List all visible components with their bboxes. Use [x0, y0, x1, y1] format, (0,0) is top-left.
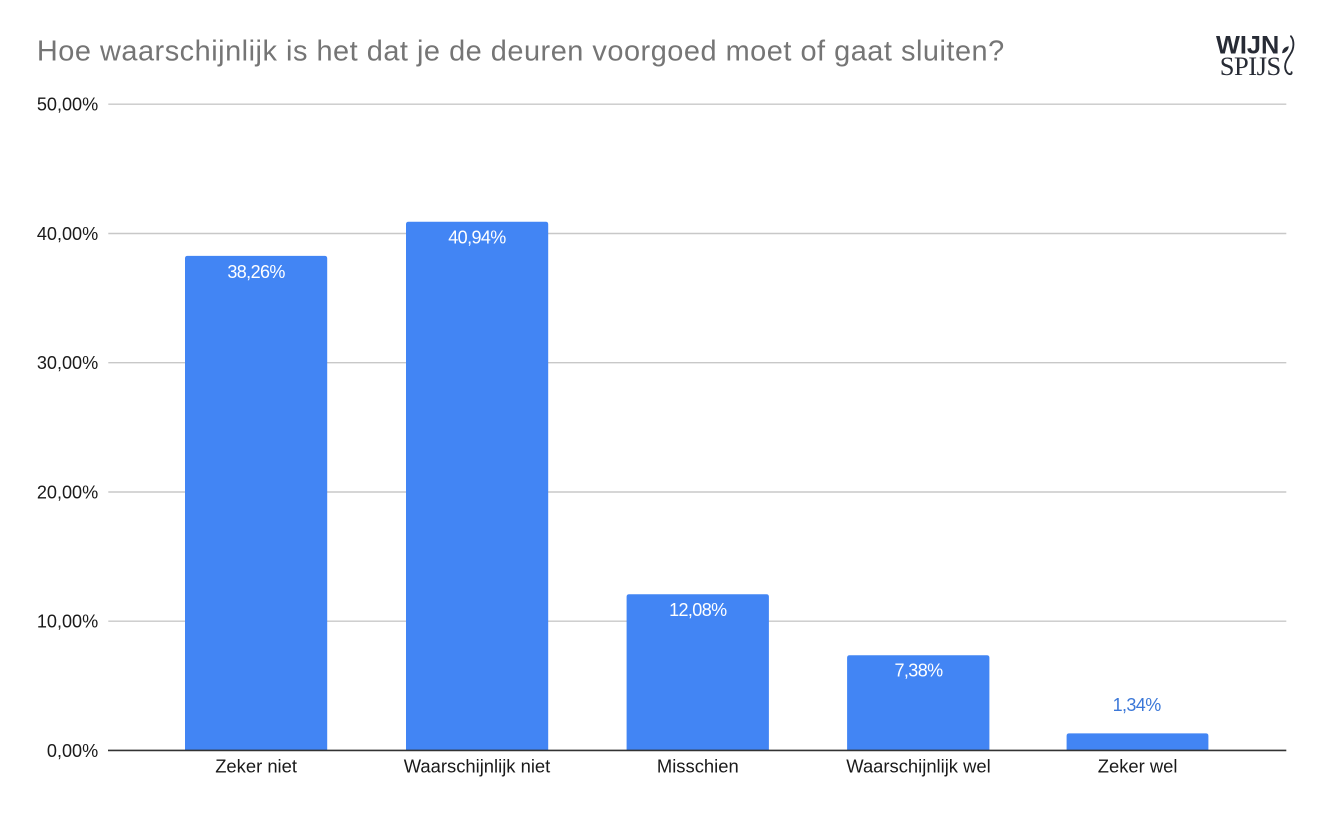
svg-text:20,00%: 20,00%	[37, 483, 98, 503]
svg-text:Zeker niet: Zeker niet	[215, 755, 297, 776]
svg-text:40,00%: 40,00%	[37, 224, 98, 244]
svg-text:38,26%: 38,26%	[227, 262, 285, 282]
svg-text:50,00%: 50,00%	[37, 95, 98, 115]
svg-text:Misschien: Misschien	[657, 755, 739, 776]
svg-text:7,38%: 7,38%	[894, 661, 943, 681]
svg-text:0,00%: 0,00%	[47, 741, 98, 761]
svg-text:12,08%: 12,08%	[669, 600, 727, 620]
svg-text:10,00%: 10,00%	[37, 612, 98, 632]
svg-text:Hoe waarschijnlijk is het dat: Hoe waarschijnlijk is het dat je de deur…	[37, 36, 1005, 68]
svg-text:Waarschijnlijk niet: Waarschijnlijk niet	[404, 755, 551, 776]
svg-text:Waarschijnlijk wel: Waarschijnlijk wel	[846, 755, 990, 776]
svg-text:30,00%: 30,00%	[37, 353, 98, 373]
svg-text:Zeker wel: Zeker wel	[1098, 755, 1178, 776]
svg-text:SPIJS: SPIJS	[1220, 51, 1281, 81]
svg-text:40,94%: 40,94%	[448, 228, 506, 248]
svg-text:1,34%: 1,34%	[1113, 695, 1162, 715]
svg-text:WIJN: WIJN	[1216, 31, 1279, 59]
